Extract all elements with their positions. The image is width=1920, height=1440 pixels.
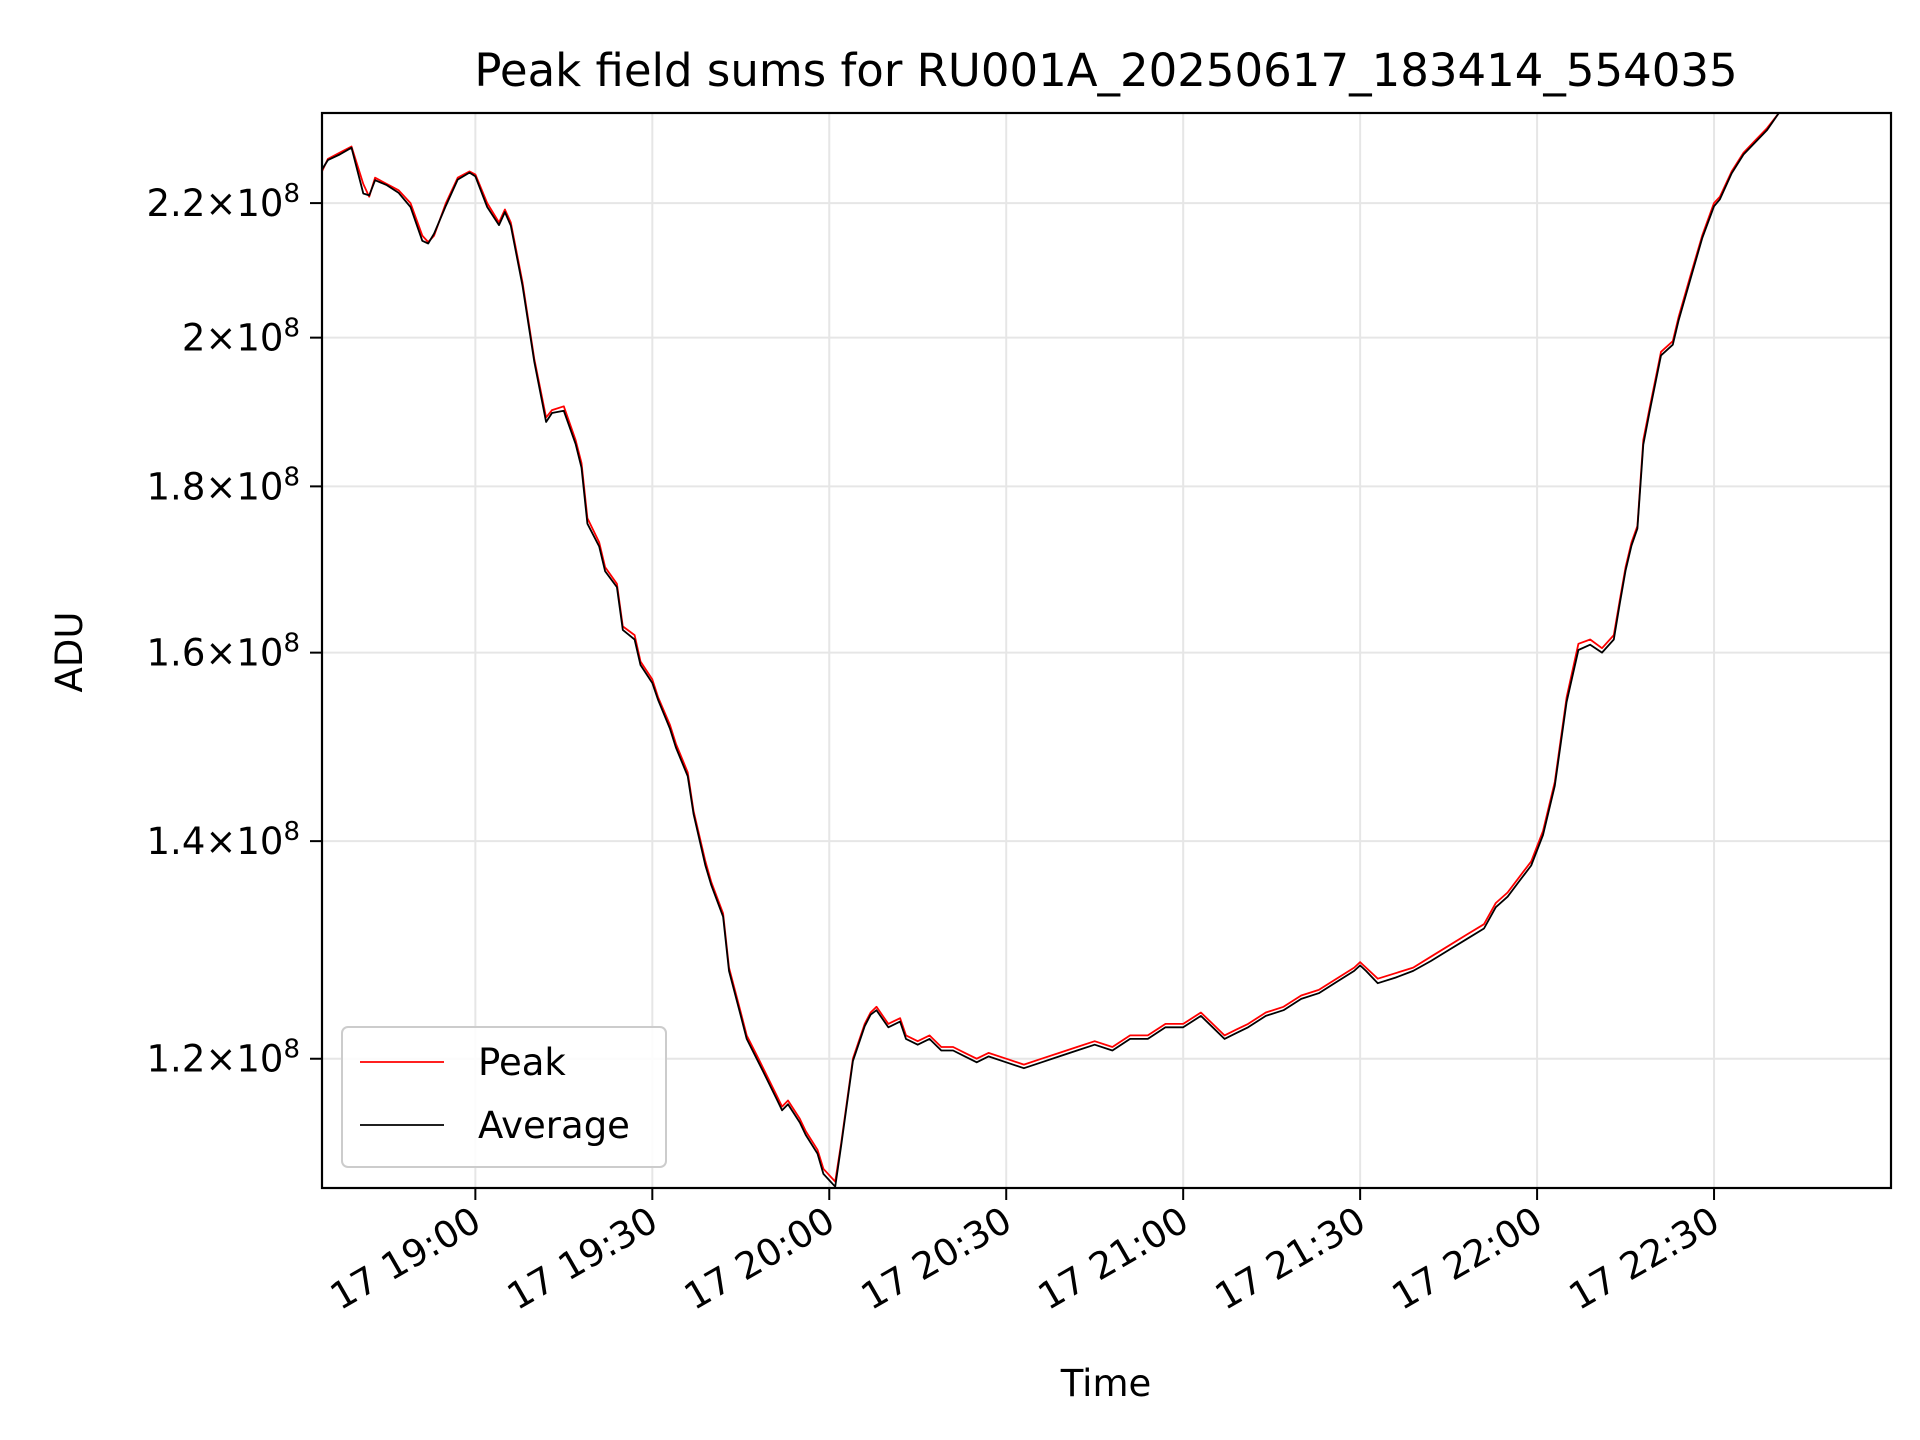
x-tick-label: 17 22:30 xyxy=(1562,1199,1727,1319)
series-line-average xyxy=(322,113,1780,1188)
legend-label-peak: Peak xyxy=(478,1041,566,1084)
series-layer xyxy=(322,113,1780,1188)
y-axis: 1.2×108 1.4×108 1.6×108 1.8×108 2×108 2.2×108 xyxy=(147,179,322,1081)
y-tick-label: 1.4×108 xyxy=(147,817,300,863)
x-tick-label: 17 20:30 xyxy=(854,1199,1019,1319)
series-line-peak xyxy=(322,113,1780,1183)
plot-frame xyxy=(320,111,1893,1190)
y-tick-label: 2×108 xyxy=(182,314,300,360)
y-axis-label: ADU xyxy=(48,612,91,693)
x-tick-label: 17 20:00 xyxy=(677,1199,842,1319)
legend: Peak Average xyxy=(341,1026,667,1168)
x-tick-label: 17 19:30 xyxy=(500,1199,665,1319)
y-tick-label: 2.2×108 xyxy=(147,179,300,225)
x-tick-label: 17 22:00 xyxy=(1385,1199,1550,1319)
legend-label-average: Average xyxy=(478,1104,630,1147)
y-tick-label: 1.6×108 xyxy=(147,629,300,675)
x-tick-label: 17 19:00 xyxy=(323,1199,488,1319)
chart-title: Peak field sums for RU001A_20250617_1834… xyxy=(474,44,1737,97)
x-axis: 17 19:00 17 19:30 17 20:00 17 20:30 17 21:00… xyxy=(323,1188,1727,1319)
x-tick-label: 17 21:30 xyxy=(1208,1199,1373,1319)
y-tick-label: 1.2×108 xyxy=(147,1035,300,1081)
x-tick-label: 17 21:00 xyxy=(1031,1199,1196,1319)
y-tick-label: 1.8×108 xyxy=(147,462,300,508)
x-axis-label: Time xyxy=(1060,1362,1152,1405)
